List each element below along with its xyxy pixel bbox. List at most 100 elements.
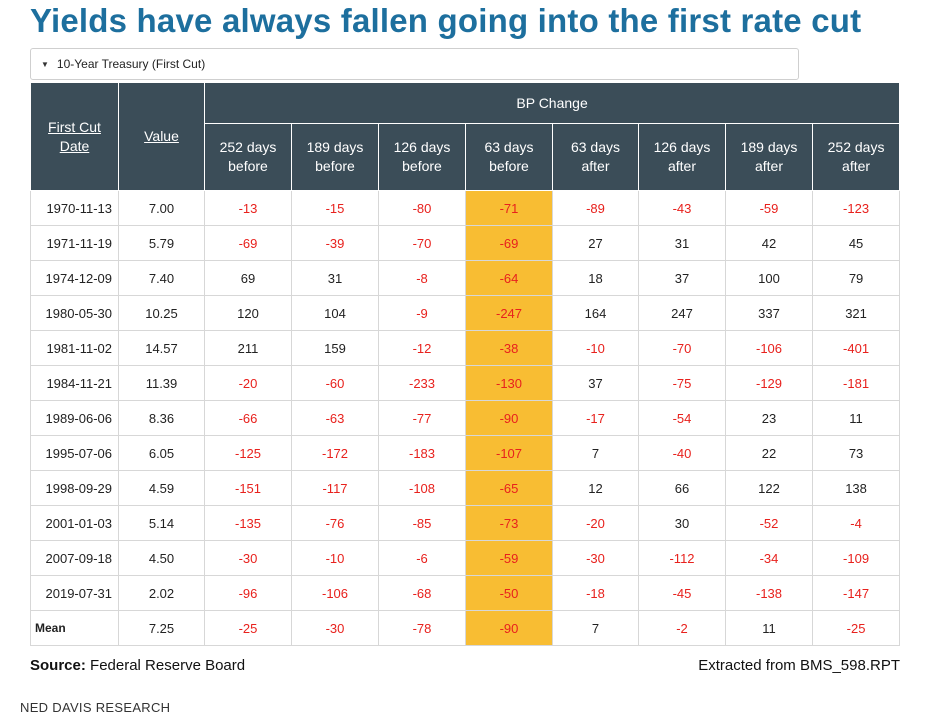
- bp-change-cell: -89: [552, 190, 639, 226]
- value-cell: 8.36: [118, 400, 205, 436]
- bp-change-cell: -78: [378, 610, 466, 646]
- table-row: 1974-12-09 7.40 69 31 -8 -64 18 37 100 79: [30, 260, 901, 296]
- bp-change-cell: -10: [291, 540, 379, 576]
- bp-change-cell: -45: [638, 575, 726, 611]
- bp-change-cell: -70: [638, 330, 726, 366]
- bp-change-cell: 164: [552, 295, 639, 331]
- date-cell: 2001-01-03: [30, 505, 119, 541]
- date-cell: 1989-06-06: [30, 400, 119, 436]
- bp-change-cell: 42: [725, 225, 813, 261]
- mean-label: Mean: [30, 610, 119, 646]
- bp-change-cell: 27: [552, 225, 639, 261]
- bp-change-cell: -106: [291, 575, 379, 611]
- bp-change-cell: -181: [811, 365, 901, 401]
- bp-change-cell: -233: [378, 365, 466, 401]
- first-cut-date-header[interactable]: First Cut Date: [30, 82, 119, 191]
- bp-subheader: 252 days after: [811, 123, 901, 191]
- bp-change-cell: -106: [725, 330, 813, 366]
- caret-down-icon: ▼: [41, 59, 49, 69]
- bp-change-cell: -247: [465, 295, 553, 331]
- bp-change-cell: -117: [291, 470, 379, 506]
- bp-change-cell: -43: [638, 190, 726, 226]
- bp-change-cell: 18: [552, 260, 639, 296]
- table-row: 1998-09-29 4.59 -151 -117 -108 -65 12 66 122 138: [30, 470, 901, 506]
- bp-subheader: 189 days before: [291, 123, 379, 191]
- bp-change-cell: -52: [725, 505, 813, 541]
- bp-change-cell: -172: [291, 435, 379, 471]
- bp-change-cell: -30: [552, 540, 639, 576]
- bp-change-cell: -59: [725, 190, 813, 226]
- value-cell: 5.14: [118, 505, 205, 541]
- bp-subheader: 189 days after: [725, 123, 813, 191]
- bp-change-cell: -138: [725, 575, 813, 611]
- bp-change-cell: 12: [552, 470, 639, 506]
- bp-change-cell: -59: [465, 540, 553, 576]
- bp-change-cell: 11: [811, 400, 901, 436]
- bp-change-cell: -6: [378, 540, 466, 576]
- bp-change-cell: -63: [291, 400, 379, 436]
- bp-change-cell: 69: [204, 260, 292, 296]
- value-cell: 10.25: [118, 295, 205, 331]
- brand-label: NED DAVIS RESEARCH: [20, 700, 171, 715]
- value-cell: 2.02: [118, 575, 205, 611]
- bp-change-cell: 211: [204, 330, 292, 366]
- bp-change-cell: -66: [204, 400, 292, 436]
- bp-change-header: BP Change: [203, 82, 901, 124]
- bp-change-cell: 7: [552, 610, 639, 646]
- bp-change-cell: 321: [811, 295, 901, 331]
- bp-change-cell: -20: [204, 365, 292, 401]
- source-label: Source:: [30, 657, 86, 674]
- value-cell: 14.57: [118, 330, 205, 366]
- bp-change-cell: 30: [638, 505, 726, 541]
- bp-change-cell: 45: [811, 225, 901, 261]
- bp-change-cell: -96: [204, 575, 292, 611]
- value-cell: 7.00: [118, 190, 205, 226]
- bp-change-cell: -64: [465, 260, 553, 296]
- date-cell: 1974-12-09: [30, 260, 119, 296]
- bp-change-cell: -69: [204, 225, 292, 261]
- date-cell: 1995-07-06: [30, 435, 119, 471]
- bp-change-cell: -10: [552, 330, 639, 366]
- bp-change-cell: 120: [204, 295, 292, 331]
- mean-row: Mean 7.25 -25 -30 -78 -90 7 -2 11 -25: [30, 610, 901, 646]
- bp-change-cell: -401: [811, 330, 901, 366]
- bp-change-cell: -15: [291, 190, 379, 226]
- bp-change-cell: -69: [465, 225, 553, 261]
- bp-change-cell: -107: [465, 435, 553, 471]
- bp-change-cell: 138: [811, 470, 901, 506]
- table-row: 2019-07-31 2.02 -96 -106 -68 -50 -18 -45 -138 -14…: [30, 575, 901, 611]
- bp-change-cell: 31: [638, 225, 726, 261]
- table-row: 1995-07-06 6.05 -125 -172 -183 -107 7 -40 22 73: [30, 435, 901, 471]
- bp-change-cell: 122: [725, 470, 813, 506]
- bp-change-cell: -2: [638, 610, 726, 646]
- bp-change-cell: -54: [638, 400, 726, 436]
- bp-change-cell: 159: [291, 330, 379, 366]
- extracted-note: Extracted from BMS_598.RPT: [698, 657, 900, 674]
- value-header[interactable]: Value: [118, 82, 205, 191]
- bp-change-cell: -70: [378, 225, 466, 261]
- bp-change-cell: -90: [465, 610, 553, 646]
- bp-change-cell: -109: [811, 540, 901, 576]
- bp-change-cell: -151: [204, 470, 292, 506]
- bp-change-cell: -108: [378, 470, 466, 506]
- bp-change-cell: -18: [552, 575, 639, 611]
- bp-change-cell: -30: [204, 540, 292, 576]
- bp-change-cell: -34: [725, 540, 813, 576]
- bp-change-cell: -4: [811, 505, 901, 541]
- page-title: Yields have always fallen going into the…: [30, 2, 862, 39]
- bp-change-cell: 37: [638, 260, 726, 296]
- bp-change-cell: -8: [378, 260, 466, 296]
- table-row: 2001-01-03 5.14 -135 -76 -85 -73 -20 30 -52 -4: [30, 505, 901, 541]
- table-row: 2007-09-18 4.50 -30 -10 -6 -59 -30 -112 -34 -109: [30, 540, 901, 576]
- bp-change-cell: -183: [378, 435, 466, 471]
- bp-change-cell: -38: [465, 330, 553, 366]
- series-dropdown[interactable]: ▼ 10-Year Treasury (First Cut): [30, 48, 799, 80]
- bp-change-cell: 31: [291, 260, 379, 296]
- value-cell: 4.50: [118, 540, 205, 576]
- bp-change-cell: -17: [552, 400, 639, 436]
- bp-change-cell: 23: [725, 400, 813, 436]
- bp-change-cell: -20: [552, 505, 639, 541]
- date-cell: 2007-09-18: [30, 540, 119, 576]
- bp-change-cell: -73: [465, 505, 553, 541]
- date-cell: 1998-09-29: [30, 470, 119, 506]
